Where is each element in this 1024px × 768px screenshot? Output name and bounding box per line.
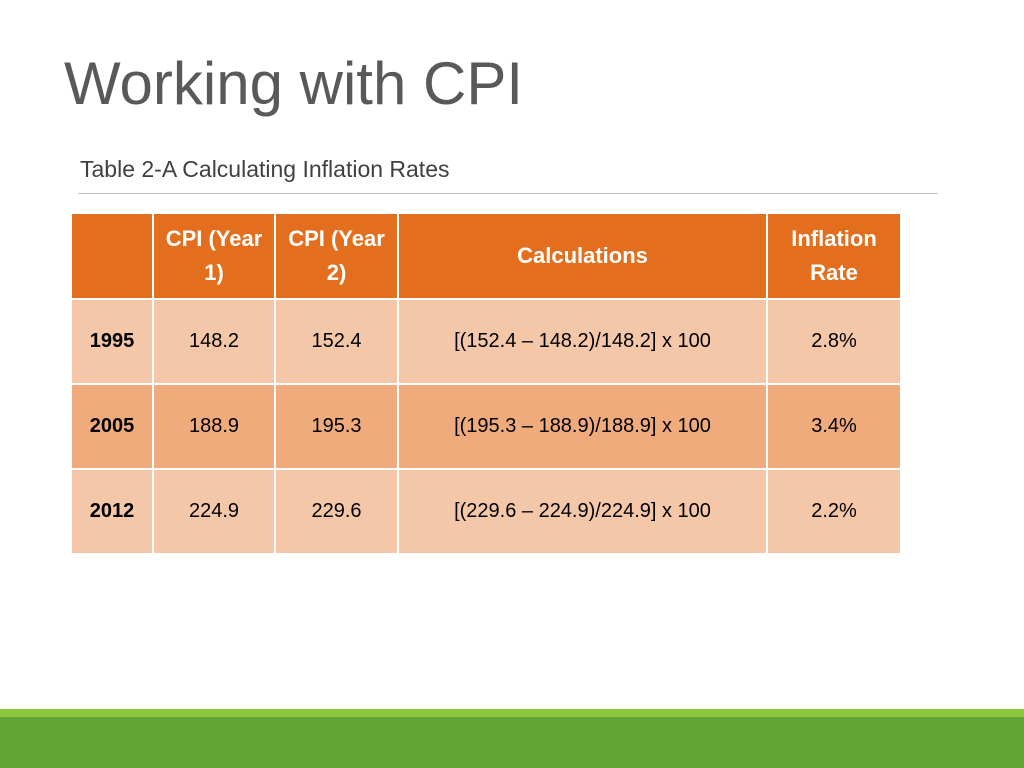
calculation-cell: [(229.6 – 224.9)/224.9] x 100 bbox=[397, 468, 768, 555]
inflation-table: CPI (Year 1) CPI (Year 2) Calculations I… bbox=[70, 212, 902, 555]
slide-title: Working with CPI bbox=[64, 50, 524, 117]
table-row: 2005 188.9 195.3 [(195.3 – 188.9)/188.9]… bbox=[70, 383, 902, 470]
cpi-year-2-cell: 195.3 bbox=[274, 383, 399, 470]
header-inflation-rate: Inflation Rate bbox=[766, 212, 902, 300]
year-cell: 1995 bbox=[70, 298, 154, 385]
footer-bar bbox=[0, 717, 1024, 768]
inflation-rate-cell: 2.8% bbox=[766, 298, 902, 385]
cpi-year-2-cell: 229.6 bbox=[274, 468, 399, 555]
table-row: 2012 224.9 229.6 [(229.6 – 224.9)/224.9]… bbox=[70, 468, 902, 555]
inflation-rate-cell: 3.4% bbox=[766, 383, 902, 470]
cpi-year-1-cell: 188.9 bbox=[152, 383, 276, 470]
header-calculations: Calculations bbox=[397, 212, 768, 300]
table-row: 1995 148.2 152.4 [(152.4 – 148.2)/148.2]… bbox=[70, 298, 902, 385]
calculation-cell: [(152.4 – 148.2)/148.2] x 100 bbox=[397, 298, 768, 385]
calculation-cell: [(195.3 – 188.9)/188.9] x 100 bbox=[397, 383, 768, 470]
year-cell: 2012 bbox=[70, 468, 154, 555]
header-year bbox=[70, 212, 154, 300]
cpi-year-1-cell: 224.9 bbox=[152, 468, 276, 555]
table-header-row: CPI (Year 1) CPI (Year 2) Calculations I… bbox=[70, 212, 902, 300]
table-caption: Table 2-A Calculating Inflation Rates bbox=[80, 156, 450, 182]
header-cpi-year-2: CPI (Year 2) bbox=[274, 212, 399, 300]
footer-accent-bar bbox=[0, 709, 1024, 717]
header-cpi-year-1: CPI (Year 1) bbox=[152, 212, 276, 300]
inflation-rate-cell: 2.2% bbox=[766, 468, 902, 555]
cpi-year-1-cell: 148.2 bbox=[152, 298, 276, 385]
title-divider bbox=[78, 193, 938, 194]
cpi-year-2-cell: 152.4 bbox=[274, 298, 399, 385]
year-cell: 2005 bbox=[70, 383, 154, 470]
